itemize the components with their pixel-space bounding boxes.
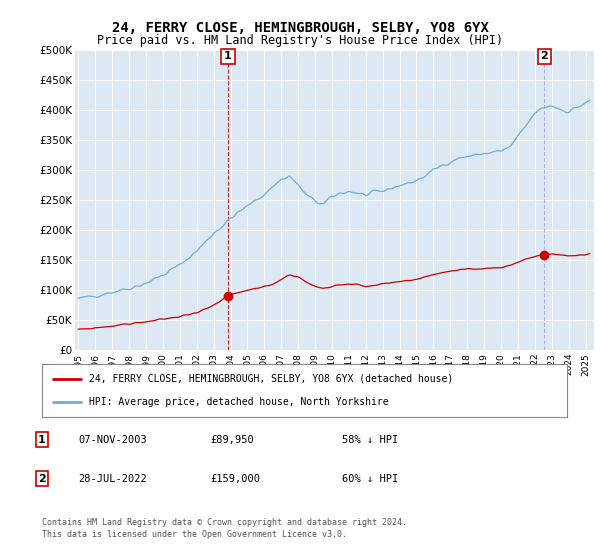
- Text: 58% ↓ HPI: 58% ↓ HPI: [342, 435, 398, 445]
- Text: 24, FERRY CLOSE, HEMINGBROUGH, SELBY, YO8 6YX: 24, FERRY CLOSE, HEMINGBROUGH, SELBY, YO…: [112, 21, 488, 35]
- Text: 24, FERRY CLOSE, HEMINGBROUGH, SELBY, YO8 6YX (detached house): 24, FERRY CLOSE, HEMINGBROUGH, SELBY, YO…: [89, 374, 454, 384]
- Text: £89,950: £89,950: [210, 435, 254, 445]
- Text: 2: 2: [38, 474, 46, 484]
- Text: 07-NOV-2003: 07-NOV-2003: [78, 435, 147, 445]
- Text: This data is licensed under the Open Government Licence v3.0.: This data is licensed under the Open Gov…: [42, 530, 347, 539]
- Text: 1: 1: [224, 52, 232, 62]
- Text: £159,000: £159,000: [210, 474, 260, 484]
- Text: HPI: Average price, detached house, North Yorkshire: HPI: Average price, detached house, Nort…: [89, 397, 389, 407]
- Text: Contains HM Land Registry data © Crown copyright and database right 2024.: Contains HM Land Registry data © Crown c…: [42, 518, 407, 527]
- Text: 2: 2: [541, 52, 548, 62]
- Text: 1: 1: [38, 435, 46, 445]
- Text: 60% ↓ HPI: 60% ↓ HPI: [342, 474, 398, 484]
- Text: Price paid vs. HM Land Registry's House Price Index (HPI): Price paid vs. HM Land Registry's House …: [97, 34, 503, 46]
- Text: 28-JUL-2022: 28-JUL-2022: [78, 474, 147, 484]
